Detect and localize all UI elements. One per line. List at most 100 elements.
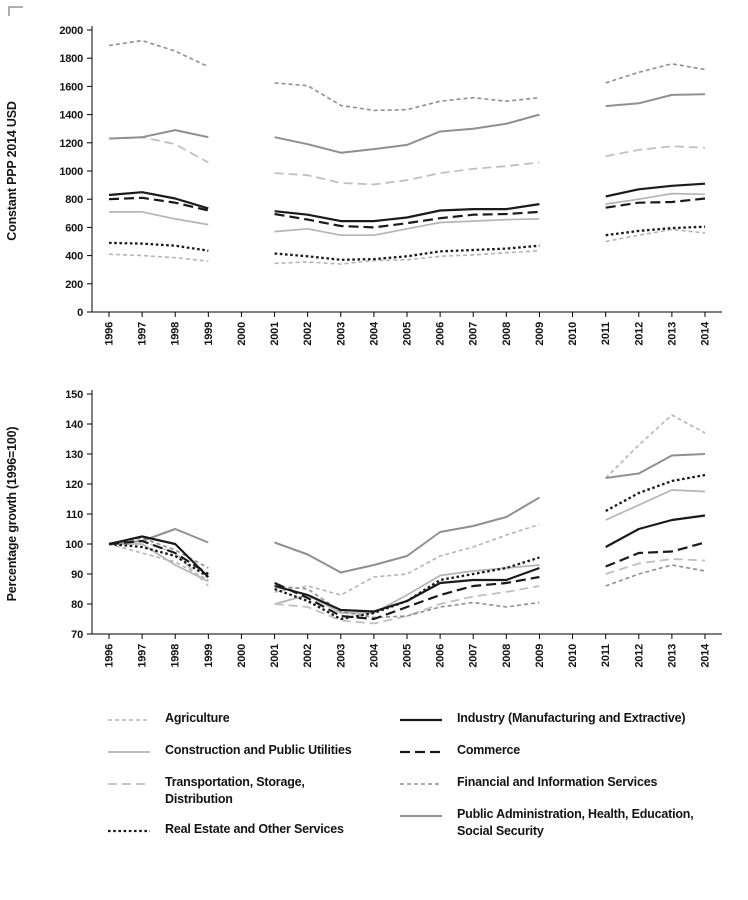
x-tick-label: 2004 [368,321,380,346]
series-line-industry-manufacturing-and-extractive [108,191,209,210]
series-line-industry-manufacturing-and-extractive [274,203,540,223]
legend-item: Real Estate and Other Services [106,821,372,840]
series-line-transportation-storage-distribution [605,558,706,575]
x-tick-label: 2009 [534,322,546,346]
series-line-public-administration-health-education-social-security [605,93,706,108]
y-tick-label: 600 [65,222,83,234]
series-line-agriculture [605,414,706,479]
legend-item: Commerce [398,742,698,761]
legend-sample-line [400,783,442,785]
y-tick-label: 800 [65,194,83,206]
y-tick-label: 400 [65,251,83,263]
series-line-agriculture [605,228,706,243]
x-tick-label: 1999 [203,322,215,346]
series-line-industry-manufacturing-and-extractive [605,182,706,198]
y-tick-label: 0 [77,307,83,319]
series-line-construction-and-public-utilities [109,211,209,226]
series-line-public-administration-health-education-social-security [605,453,706,479]
legend-sample-line [108,751,150,753]
x-tick-label: 1997 [137,644,149,668]
legend-sample-line [108,719,150,721]
y-tick-label: 140 [65,419,83,431]
legend-sample-line [108,783,150,785]
x-tick-label: 1997 [137,322,149,346]
chart-percentage-growth: 70 80 90 100 110 120 130 140 150 1996 1997 1998 1999… [5,389,722,668]
series-line-financial-and-information-services [605,564,706,587]
series-line-industry-manufacturing-and-extractive [108,535,210,578]
legend-sample-line [400,718,442,722]
x-tick-label: 2011 [600,322,612,345]
series-line-commerce [108,196,209,212]
x-tick-label: 2005 [402,644,414,668]
series-line-public-administration-health-education-social-security [108,129,209,140]
x-tick-label: 2010 [567,644,579,668]
x-tick-label: 2012 [633,644,645,668]
series-line-construction-and-public-utilities [109,543,209,583]
x-tick-label: 2006 [435,644,447,668]
series-line-financial-and-information-services [274,585,540,619]
legend-label: Agriculture [165,711,230,725]
series-line-industry-manufacturing-and-extractive [605,514,706,548]
series-line-commerce [605,541,706,568]
chart-constant-ppp: 0 200 400 600 800 1000 1200 1400 1600 1800 2000 199… [5,25,722,346]
series-line-real-estate-and-other-services [274,556,540,621]
x-tick-label: 2010 [567,322,579,346]
x-tick-label: 2000 [236,322,248,346]
y-tick-label: 1200 [59,138,83,150]
series-line-real-estate-and-other-services [605,473,706,513]
x-tick-label: 2013 [666,322,678,346]
x-tick-label: 2014 [700,643,712,668]
legend-label: Public Administration, Health, Education… [457,807,694,838]
x-tick-label: 2000 [236,644,248,668]
y-tick-label: 1600 [59,81,83,93]
x-tick-label: 2008 [501,644,513,668]
x-tick-label: 1996 [104,322,116,346]
y-tick-label: 200 [65,279,83,291]
legend-column-1: Agriculture Construction and Public Utili… [106,710,372,853]
y-tick-label: 130 [65,449,83,461]
legend-label: Construction and Public Utilities [165,743,352,757]
series-line-transportation-storage-distribution [274,161,540,186]
x-tick-label: 2002 [302,644,314,668]
x-tick-label: 2001 [269,644,281,668]
series-line-construction-and-public-utilities [274,218,540,237]
series-line-commerce [108,539,209,575]
legend: Agriculture Construction and Public Utili… [0,710,748,853]
x-tick-label: 2009 [534,644,546,668]
x-tick-label: 2002 [302,322,314,346]
x-tick-label: 1996 [104,644,116,668]
legend-item: Construction and Public Utilities [106,742,372,761]
y-tick-label: 150 [65,389,83,401]
legend-item: Industry (Manufacturing and Extractive) [398,710,698,729]
series-line-construction-and-public-utilities [605,489,706,521]
y-tick-label: 1000 [59,166,83,178]
figure: 0 200 400 600 800 1000 1200 1400 1600 1800 2000 199… [0,6,748,853]
series-line-real-estate-and-other-services [108,241,209,252]
series-line-commerce [605,197,706,209]
series-line-financial-and-information-services [274,82,540,112]
series-line-agriculture [108,253,209,262]
x-tick-label: 2003 [335,322,347,346]
series-line-transportation-storage-distribution [274,585,540,625]
x-tick-label: 1999 [203,644,215,668]
series-line-financial-and-information-services [605,62,706,84]
y-axis-title: Constant PPP 2014 USD [5,101,19,241]
x-tick-label: 2006 [435,322,447,346]
x-tick-label: 2003 [335,644,347,668]
y-axis-title: Percentage growth (1996=100) [5,427,19,602]
series-line-agriculture [274,523,540,596]
legend-label: Commerce [457,743,521,757]
series-line-construction-and-public-utilities [605,192,706,205]
series-line-commerce [274,575,540,621]
legend-item: Agriculture [106,710,372,729]
x-tick-label: 2001 [269,322,281,346]
legend-sample-line [400,750,442,754]
legend-item: Public Administration, Health, Education… [398,806,698,840]
series-line-industry-manufacturing-and-extractive [274,566,540,613]
x-tick-label: 2004 [368,643,380,668]
x-tick-label: 2005 [402,322,414,346]
legend-item: Transportation, Storage, Distribution [106,774,372,808]
x-tick-label: 1998 [170,322,182,346]
x-tick-label: 2011 [600,644,612,667]
y-tick-label: 100 [65,539,83,551]
